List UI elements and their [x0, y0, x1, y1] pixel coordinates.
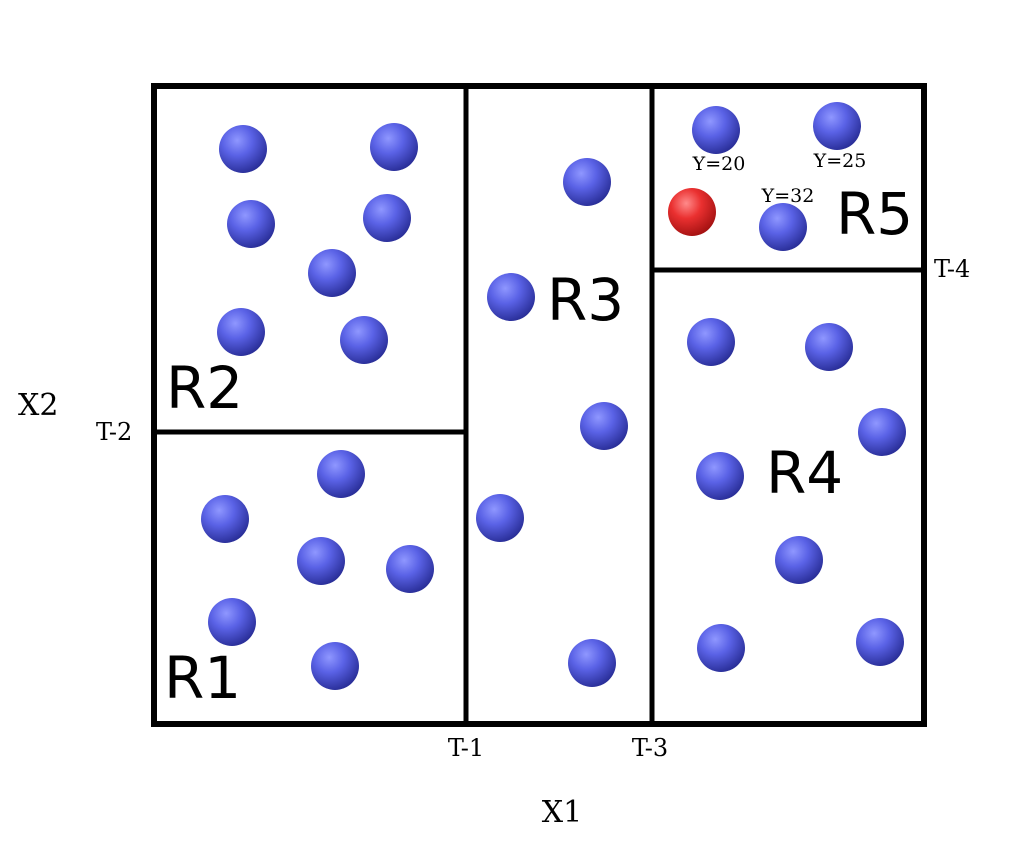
- data-point: [692, 106, 740, 154]
- data-point: [687, 318, 735, 366]
- data-point: [580, 402, 628, 450]
- x-axis-label: X1: [542, 795, 582, 830]
- data-point: [805, 323, 853, 371]
- data-point: [363, 194, 411, 242]
- threshold-label-t3: T-3: [632, 734, 668, 762]
- region-label-r1: R1: [164, 644, 241, 712]
- data-point: [370, 123, 418, 171]
- data-point: [340, 316, 388, 364]
- region-label-r2: R2: [166, 354, 243, 422]
- data-point: [227, 200, 275, 248]
- data-point: [476, 494, 524, 542]
- threshold-label-t2: T-2: [96, 418, 132, 446]
- region-label-r3: R3: [547, 266, 624, 334]
- data-point: [308, 249, 356, 297]
- data-point: [201, 495, 249, 543]
- data-point: [219, 125, 267, 173]
- data-point: [487, 273, 535, 321]
- data-point: [775, 536, 823, 584]
- data-point: [208, 598, 256, 646]
- data-point: [311, 642, 359, 690]
- point-label-y32: Y=32: [761, 185, 815, 207]
- data-point: [858, 408, 906, 456]
- data-point: [696, 452, 744, 500]
- data-point: [759, 203, 807, 251]
- data-point: [297, 537, 345, 585]
- query-point-red: [668, 188, 716, 236]
- threshold-label-t1: T-1: [448, 734, 484, 762]
- threshold-label-t4: T-4: [934, 255, 970, 283]
- data-point: [563, 158, 611, 206]
- data-point: [217, 308, 265, 356]
- feature-space-frame: [151, 83, 927, 727]
- region-label-r4: R4: [766, 439, 843, 507]
- data-point: [697, 624, 745, 672]
- data-point: [813, 102, 861, 150]
- region-label-r5: R5: [836, 180, 913, 248]
- y-axis-label: X2: [18, 388, 58, 423]
- data-point: [317, 450, 365, 498]
- point-label-y25: Y=25: [813, 150, 867, 172]
- data-point: [856, 618, 904, 666]
- data-point: [568, 639, 616, 687]
- point-label-y20: Y=20: [692, 153, 746, 175]
- data-point: [386, 545, 434, 593]
